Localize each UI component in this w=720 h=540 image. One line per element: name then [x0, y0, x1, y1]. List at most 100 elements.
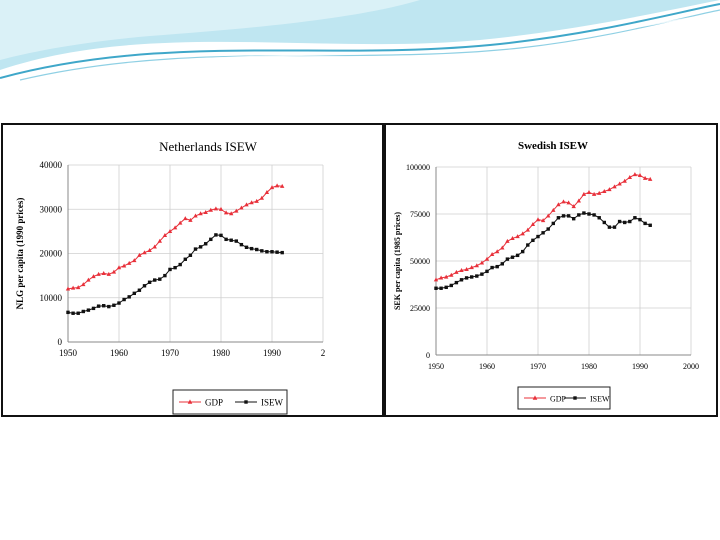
gdp-data-point: [101, 271, 106, 276]
isew-data-point: [444, 285, 448, 290]
gdp-series-line: [435, 173, 651, 281]
isew-data-point: [643, 221, 647, 226]
isew-data-point: [551, 221, 555, 226]
isew-data-point: [137, 288, 142, 292]
gdp-data-point: [96, 271, 101, 276]
gdp-data-point: [91, 274, 96, 279]
isew-data-point: [434, 286, 438, 290]
gdp-data-point: [454, 269, 459, 274]
x-tick-label: 1990: [263, 348, 282, 358]
isew-data-point: [556, 216, 561, 220]
isew-data-point: [249, 246, 254, 251]
isew-data-point: [628, 219, 632, 224]
y-tick-label: 20000: [40, 249, 63, 259]
gdp-data-point: [208, 207, 213, 212]
gdp-data-point: [648, 176, 653, 181]
gdp-data-point: [162, 232, 168, 237]
x-tick-label: 1990: [632, 362, 648, 371]
isew-data-point: [505, 257, 510, 261]
isew-data-point: [612, 225, 617, 229]
gdp-data-point: [280, 183, 285, 188]
gdp-data-point: [249, 200, 254, 205]
gdp-data-point: [269, 185, 275, 190]
x-tick-label: 1960: [479, 362, 495, 371]
isew-data-point: [71, 311, 75, 315]
isew-data-point: [572, 217, 576, 221]
isew-data-point: [255, 247, 259, 252]
gdp-data-point: [551, 207, 556, 212]
isew-data-point: [561, 214, 566, 218]
isew-data-point: [470, 275, 474, 279]
gdp-data-point: [213, 206, 219, 211]
y-axis-label: NLG per capita (1990 prices): [15, 198, 25, 310]
isew-data-point: [633, 216, 637, 220]
x-tick-label: 2: [321, 348, 326, 358]
isew-data-point: [142, 284, 147, 288]
isew-data-point: [454, 280, 459, 285]
gdp-data-point: [433, 277, 439, 282]
y-tick-label: 10000: [40, 293, 63, 303]
isew-data-point: [566, 214, 571, 218]
gdp-data-point: [556, 202, 561, 207]
isew-data-point: [531, 238, 535, 243]
gdp-data-point: [70, 285, 76, 290]
isew-data-point: [107, 304, 111, 309]
isew-data-point: [587, 212, 591, 216]
gdp-data-point: [520, 231, 525, 236]
isew-data-point: [132, 291, 136, 296]
gdp-data-point: [157, 238, 162, 243]
gdp-data-point: [264, 190, 270, 195]
isew-data-point: [224, 237, 228, 242]
gdp-data-point: [218, 206, 224, 211]
gdp-data-point: [198, 211, 203, 216]
gdp-data-point: [172, 225, 178, 230]
gdp-data-point: [86, 277, 91, 282]
gdp-data-point: [591, 191, 597, 196]
isew-data-point: [86, 308, 91, 312]
gdp-data-point: [444, 274, 449, 279]
isew-data-point: [490, 265, 494, 270]
isew-data-point: [96, 304, 101, 308]
isew-data-point: [147, 280, 152, 284]
y-tick-label: 100000: [406, 163, 430, 172]
isew-data-point: [464, 276, 469, 280]
gdp-data-point: [546, 213, 551, 218]
y-tick-label: 30000: [40, 204, 63, 214]
gdp-data-point: [116, 265, 122, 270]
isew-data-point: [592, 213, 596, 217]
isew-data-point: [648, 223, 652, 227]
isew-data-point: [623, 220, 627, 225]
isew-data-point: [173, 265, 177, 270]
isew-data-point: [536, 234, 540, 239]
isew-data-point: [219, 233, 223, 238]
gdp-data-point: [223, 210, 229, 215]
isew-data-point: [102, 304, 106, 308]
gdp-data-point: [500, 245, 505, 250]
isew-data-point: [597, 216, 601, 220]
chart-title: Netherlands ISEW: [159, 139, 258, 154]
chart-title: Swedish ISEW: [518, 140, 588, 152]
gdp-data-point: [617, 181, 622, 186]
isew-data-point: [449, 283, 453, 288]
gdp-data-point: [627, 174, 632, 179]
gdp-data-point: [642, 175, 648, 180]
gdp-data-point: [612, 184, 617, 189]
swedish-isew-chart: Swedish ISEW 1950 1960 1970 1980 1990 2000 0 250…: [393, 140, 699, 410]
gdp-data-point: [505, 238, 510, 243]
isew-data-point: [526, 243, 530, 247]
gdp-data-point: [530, 221, 536, 226]
gdp-data-point: [239, 205, 244, 210]
isew-data-point: [81, 309, 85, 314]
isew-data-point: [265, 250, 269, 254]
gdp-data-point: [581, 191, 587, 196]
gdp-data-point: [274, 183, 280, 188]
gdp-data-point: [597, 190, 602, 195]
y-axis-label: SEK per capita (1985 prices): [393, 212, 402, 310]
x-tick-label: 1980: [212, 348, 231, 358]
isew-data-point: [117, 301, 121, 305]
gdp-data-point: [106, 271, 111, 276]
legend-gdp-marker: [187, 399, 193, 404]
y-tick-label: 25000: [410, 304, 430, 313]
isew-data-point: [158, 277, 162, 281]
y-tick-label: 0: [426, 351, 430, 360]
